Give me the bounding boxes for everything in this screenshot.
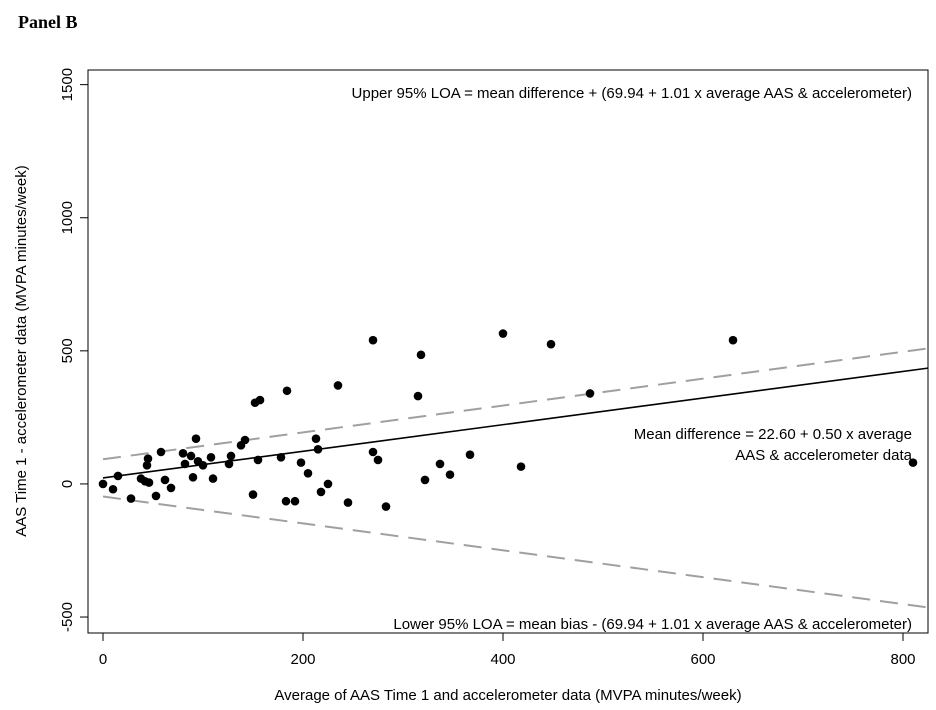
x-tick-label: 400 xyxy=(490,651,515,668)
data-point xyxy=(282,386,292,396)
data-point xyxy=(142,460,152,470)
data-point xyxy=(323,479,333,489)
x-tick-label: 200 xyxy=(290,651,315,668)
data-point xyxy=(255,395,265,405)
data-point xyxy=(333,381,343,390)
data-point xyxy=(316,487,326,497)
data-point xyxy=(248,490,258,499)
panel-label: Panel B xyxy=(18,12,78,32)
data-point xyxy=(198,460,208,470)
data-point xyxy=(445,470,455,479)
plot-frame xyxy=(87,69,929,634)
x-tick-label: 600 xyxy=(690,651,715,668)
data-point xyxy=(108,484,118,494)
points-layer xyxy=(98,329,918,511)
y-tick-label: 1500 xyxy=(59,68,76,101)
data-point xyxy=(498,329,508,338)
x-tick-label: 800 xyxy=(890,651,915,668)
data-point xyxy=(368,335,378,345)
data-point xyxy=(186,451,196,461)
lines-layer xyxy=(102,347,929,609)
data-point xyxy=(381,502,391,511)
data-point xyxy=(151,491,161,501)
mean-difference-annotation-line2: AAS & accelerometer data xyxy=(735,447,912,464)
data-point xyxy=(191,434,201,443)
data-point xyxy=(240,435,250,445)
data-point xyxy=(166,483,176,493)
data-point xyxy=(516,462,526,471)
y-tick-label: 500 xyxy=(59,338,76,363)
data-point xyxy=(343,498,353,507)
data-point xyxy=(98,479,108,489)
data-point xyxy=(585,389,595,398)
data-point xyxy=(224,459,234,469)
data-point xyxy=(435,459,445,469)
data-point xyxy=(313,445,323,454)
data-point xyxy=(546,339,556,349)
data-point xyxy=(226,451,236,461)
y-axis-title: AAS Time 1 - accelerometer data (MVPA mi… xyxy=(13,165,30,537)
data-point xyxy=(296,458,306,467)
y-tick-label: -500 xyxy=(59,602,76,632)
data-point xyxy=(143,454,153,463)
data-point xyxy=(253,455,263,465)
x-axis-title: Average of AAS Time 1 and accelerometer … xyxy=(274,687,741,704)
data-point xyxy=(413,391,423,401)
data-point xyxy=(178,449,188,458)
y-tick-label: 0 xyxy=(59,480,76,488)
data-point xyxy=(156,447,166,457)
data-point xyxy=(373,455,383,465)
data-point xyxy=(113,471,123,481)
y-tick-label: 1000 xyxy=(59,201,76,234)
mean-difference-annotation-line1: Mean difference = 22.60 + 0.50 x average xyxy=(634,426,912,443)
data-point xyxy=(144,478,154,487)
data-point xyxy=(180,459,190,469)
data-point xyxy=(303,468,313,478)
data-point xyxy=(188,472,198,482)
lower-loa-annotation: Lower 95% LOA = mean bias - (69.94 + 1.0… xyxy=(393,616,912,633)
data-point xyxy=(208,474,218,483)
mean-line xyxy=(102,367,929,479)
axes-layer: 0 200 400 600 800 -500 0 500 1000 1500 xyxy=(59,68,916,668)
data-point xyxy=(420,475,430,485)
data-point xyxy=(728,335,738,345)
data-point xyxy=(368,447,378,457)
data-point xyxy=(416,350,426,360)
data-point xyxy=(311,434,321,443)
data-point xyxy=(160,475,170,485)
data-point xyxy=(281,496,291,506)
data-point xyxy=(126,494,136,503)
upper-loa-annotation: Upper 95% LOA = mean difference + (69.94… xyxy=(352,85,912,102)
x-tick-label: 0 xyxy=(99,651,107,668)
data-point xyxy=(276,453,286,462)
lower-line xyxy=(102,495,929,609)
data-point xyxy=(465,450,475,459)
data-point xyxy=(206,453,216,462)
data-point xyxy=(908,458,918,467)
data-point xyxy=(290,496,300,506)
